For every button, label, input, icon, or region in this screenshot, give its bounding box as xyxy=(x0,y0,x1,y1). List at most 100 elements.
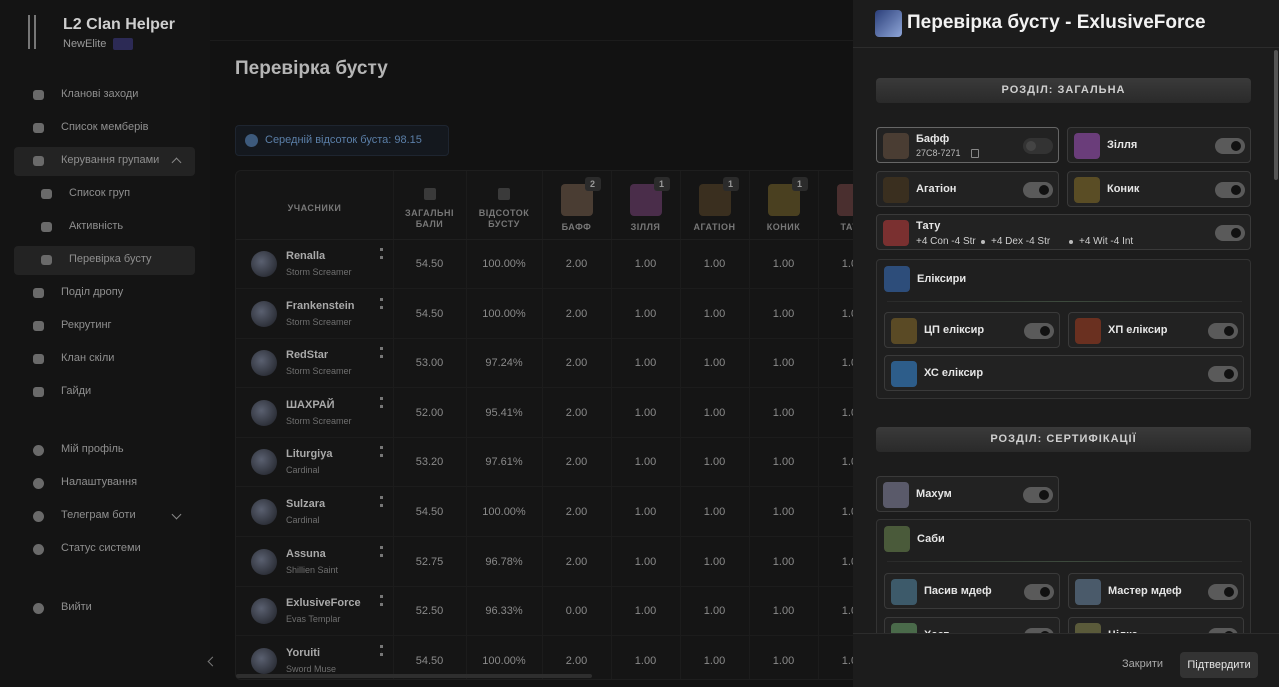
toggle[interactable] xyxy=(1208,584,1238,600)
item-label: Хаст xyxy=(924,630,949,634)
row-menu[interactable] xyxy=(380,545,383,557)
cell-value: 1.00 xyxy=(703,605,726,618)
row-menu[interactable] xyxy=(380,595,383,607)
cell-value: 53.20 xyxy=(415,456,444,469)
item-label: Коник xyxy=(1107,183,1140,195)
member-class: Storm Screamer xyxy=(286,267,352,277)
cell-value: 52.50 xyxy=(415,605,444,618)
row-divider xyxy=(236,436,934,438)
table: УЧАСНИКИ ЗАГАЛЬНІ БАЛИ ВІДСОТОК БУСТУ 2 БАФФ… xyxy=(235,170,935,680)
cell-value: 1.00 xyxy=(818,606,887,617)
group-divider xyxy=(887,301,1242,302)
cell-value: 1.00 xyxy=(703,555,726,568)
avatar xyxy=(251,251,277,277)
nav-item[interactable]: Статус системи xyxy=(61,542,141,554)
column-divider xyxy=(393,171,394,679)
toggle-knob xyxy=(1224,326,1234,336)
boost-item: Цілка xyxy=(1068,617,1244,633)
row-menu[interactable] xyxy=(380,347,383,359)
nav-item[interactable]: Рекрутинг xyxy=(61,319,112,331)
toggle[interactable] xyxy=(1023,487,1053,503)
boost-item: Махум xyxy=(876,476,1059,512)
cell-value: 1.00 xyxy=(772,406,795,419)
cell-value: 1.00 xyxy=(818,358,887,369)
drawer-icon xyxy=(875,10,902,37)
logout-icon xyxy=(33,603,44,614)
column-divider xyxy=(542,171,543,679)
boost-item: Агатіон xyxy=(876,171,1059,207)
item-label: Махум xyxy=(916,488,952,500)
column-header: ВІДСОТОК БУСТУ xyxy=(478,208,530,229)
avatar xyxy=(251,548,277,575)
cell-value: 1.00 xyxy=(634,258,657,270)
toggle[interactable] xyxy=(1024,323,1054,339)
row-menu[interactable] xyxy=(380,396,383,408)
cell-value: 1.00 xyxy=(703,357,726,370)
item-label: Цілка xyxy=(1108,630,1138,634)
member-name: Frankenstein xyxy=(286,299,355,312)
nav-item[interactable]: Перевірка бусту xyxy=(69,253,152,265)
section-header: РОЗДІЛ: СЕРТИФІКАЦІЇ xyxy=(876,427,1251,452)
member-name: ExlusiveForce xyxy=(286,597,361,610)
toggle[interactable] xyxy=(1208,323,1238,339)
cell-value: 1.00 xyxy=(634,456,657,469)
item-label: Бафф xyxy=(916,133,950,145)
nav-item[interactable]: Список мемберів xyxy=(61,121,149,133)
nav-item[interactable]: Гайди xyxy=(61,385,92,397)
item-icon xyxy=(883,177,909,203)
cell-value: 54.50 xyxy=(415,506,444,518)
item-label: ХП еліксир xyxy=(1108,324,1168,336)
nav-item[interactable]: Керування групами xyxy=(61,154,160,166)
drawer-header-line xyxy=(853,47,1279,48)
column-divider xyxy=(818,171,819,679)
member-name: ШАХРАЙ xyxy=(286,398,335,411)
group-label: Саби xyxy=(917,533,945,545)
group-icon xyxy=(884,526,910,552)
nav-item[interactable]: Список груп xyxy=(69,187,131,199)
member-name: Yoruiti xyxy=(286,646,321,659)
toggle[interactable] xyxy=(1023,138,1053,154)
drawer-footer: Закрити Підтвердити xyxy=(853,633,1279,687)
drawer: Перевірка бусту - ExlusiveForce РОЗДІЛ: З… xyxy=(853,0,1279,687)
toggle[interactable] xyxy=(1023,182,1053,198)
column-header: КОНИК xyxy=(766,222,801,232)
row-menu[interactable] xyxy=(380,248,383,259)
boost-item: Бафф 27C8-7271 xyxy=(876,127,1059,163)
toggle[interactable] xyxy=(1208,366,1238,382)
nav-item[interactable]: Телеграм боти xyxy=(61,509,136,521)
copy-icon[interactable] xyxy=(971,149,979,158)
toggle[interactable] xyxy=(1208,628,1238,633)
cell-value: 1.00 xyxy=(818,507,887,518)
column-header: УЧАСНИКИ xyxy=(287,203,342,213)
tattoo-option: +4 Wit -4 Int xyxy=(1079,236,1134,247)
cell-value: 97.24% xyxy=(485,357,523,370)
logout[interactable]: Вийти xyxy=(61,601,92,613)
nav-item[interactable]: Клан скіли xyxy=(61,352,115,364)
row-menu[interactable] xyxy=(380,496,383,507)
toggle[interactable] xyxy=(1215,182,1245,198)
nav-active-bg xyxy=(14,147,195,176)
cell-value: 1.00 xyxy=(818,655,887,667)
row-menu[interactable] xyxy=(380,644,383,656)
toggle[interactable] xyxy=(1215,225,1245,241)
close-button[interactable]: Закрити xyxy=(1122,658,1164,670)
toggle[interactable] xyxy=(1024,584,1054,600)
nav-item[interactable]: Налаштування xyxy=(61,476,138,488)
cell-value: 54.50 xyxy=(415,258,444,270)
member-class: Cardinal xyxy=(286,515,320,525)
member-name: Sulzara xyxy=(286,498,326,510)
toggle[interactable] xyxy=(1215,138,1245,154)
row-divider xyxy=(236,387,934,389)
toggle-knob xyxy=(1039,185,1049,195)
nav-item[interactable]: Мій профіль xyxy=(61,443,124,455)
row-menu[interactable] xyxy=(380,446,383,458)
nav-item[interactable]: Поділ дропу xyxy=(61,286,124,298)
confirm-button[interactable]: Підтвердити xyxy=(1180,652,1258,678)
nav-item[interactable]: Кланові заходи xyxy=(61,88,139,100)
nav-item[interactable]: Активність xyxy=(69,220,124,232)
toggle[interactable] xyxy=(1024,628,1054,633)
item-icon xyxy=(891,579,917,605)
cell-value: 1.00 xyxy=(703,654,726,667)
row-menu[interactable] xyxy=(380,297,383,309)
